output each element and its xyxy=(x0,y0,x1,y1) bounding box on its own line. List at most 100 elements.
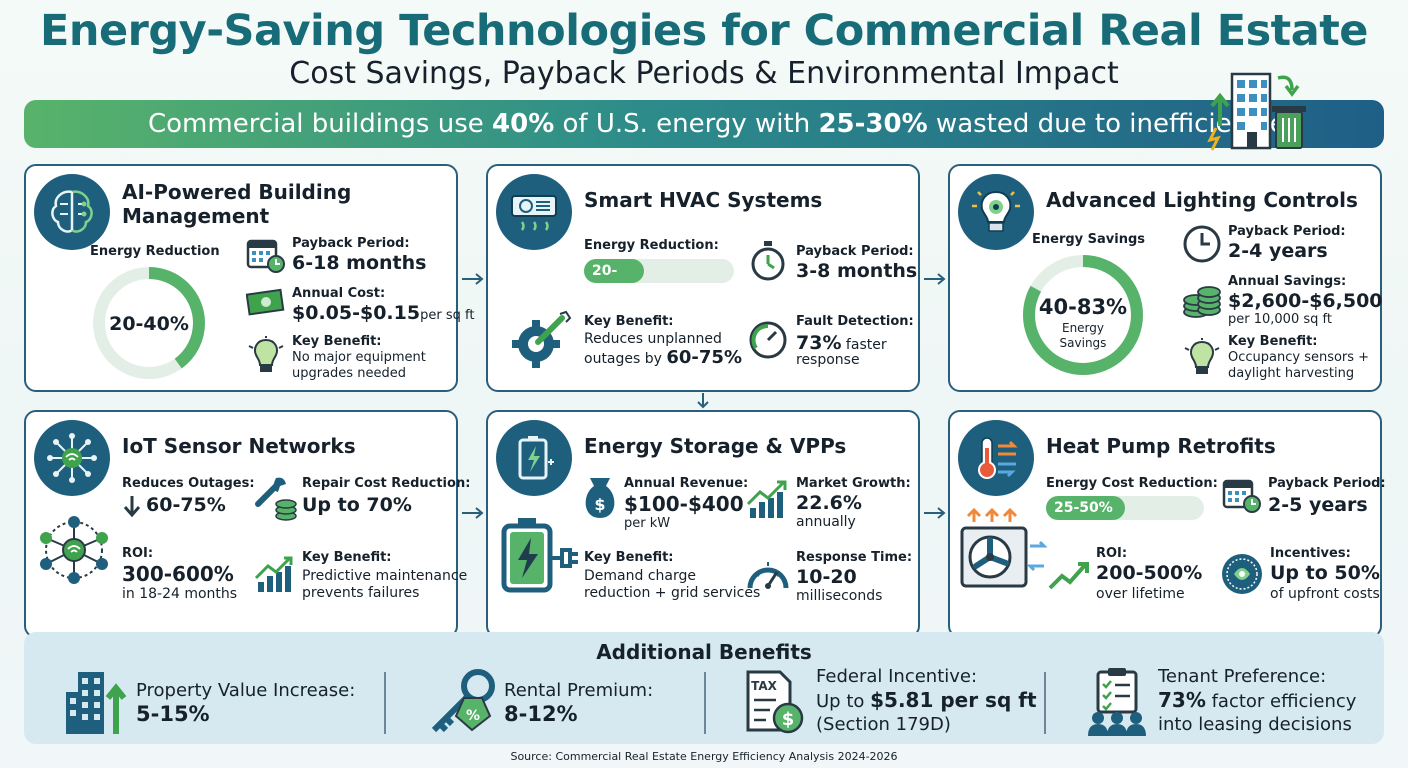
federal-label: Federal Incentive: xyxy=(816,666,978,687)
payback-label: Payback Period: xyxy=(292,236,410,251)
battery-plug-icon xyxy=(501,518,578,593)
incentive-sub: of upfront costs xyxy=(1270,586,1380,602)
card-title: Smart HVAC Systems xyxy=(584,188,823,212)
payback-value: 2-5 years xyxy=(1268,494,1368,516)
flow-arrow-right xyxy=(462,273,484,285)
benefit-label: Key Benefit: xyxy=(1228,334,1318,349)
svg-text:%: % xyxy=(466,708,480,724)
roi-sub: over lifetime xyxy=(1096,586,1185,602)
sensor-network-icon xyxy=(40,516,108,584)
cost-value: $0.05-$0.15per sq ft xyxy=(292,302,475,324)
card-title: Energy Storage & VPPs xyxy=(584,434,847,458)
svg-text:$: $ xyxy=(594,495,605,514)
savings-value: $2,600-$6,500 xyxy=(1228,290,1383,312)
thermometer-airflow-icon xyxy=(958,420,1034,496)
property-label: Property Value Increase: xyxy=(136,680,356,701)
revenue-label: Annual Revenue: xyxy=(624,476,749,491)
payback-value: 6-18 months xyxy=(292,252,427,274)
cost-label: Annual Cost: xyxy=(292,286,386,301)
fault-text: response xyxy=(796,352,860,368)
battery-charging-icon xyxy=(496,420,572,496)
ring-sub2: Savings xyxy=(1060,336,1107,350)
property-value: 5-15% xyxy=(136,702,210,726)
reduction-bar-fill: 20-40% xyxy=(584,259,644,303)
roi-label: ROI: xyxy=(122,546,154,561)
card-ai-building-management: AI-Powered Building Management Energy Re… xyxy=(24,164,474,392)
energy-savings-ring: 40-83% Energy Savings xyxy=(1023,255,1143,375)
ring-label: Energy Savings xyxy=(1032,232,1146,247)
headline-banner: Commercial buildings use 40% of U.S. ene… xyxy=(24,100,1384,148)
card-energy-storage: Energy Storage & VPPs $ Annual Revenue: … xyxy=(486,410,920,638)
coin-stack-icon xyxy=(1183,286,1221,318)
benefit-label: Key Benefit: xyxy=(584,314,674,329)
flow-arrow-down xyxy=(697,393,709,409)
incentive-label: Incentives: xyxy=(1270,546,1351,561)
card-title: AI-Powered Building Management xyxy=(122,180,352,228)
growth-unit: annually xyxy=(796,514,856,530)
benefit-line2: outages by 60-75% xyxy=(584,347,742,368)
page-subtitle: Cost Savings, Payback Periods & Environm… xyxy=(289,56,1119,91)
card-title: IoT Sensor Networks xyxy=(122,434,356,458)
smart-bulb-icon xyxy=(958,174,1034,250)
payback-value: 3-8 months xyxy=(796,260,918,282)
reduction-label: Energy Cost Reduction: xyxy=(1046,476,1218,491)
benefit-line1: Reduces unplanned xyxy=(584,331,722,347)
speedometer-icon xyxy=(747,562,789,589)
page-title: Energy-Saving Technologies for Commercia… xyxy=(40,6,1368,56)
lightbulb-icon xyxy=(1184,338,1220,374)
energy-seal-icon xyxy=(1222,554,1262,594)
benefit-label: Key Benefit: xyxy=(302,550,392,565)
benefits-title: Additional Benefits xyxy=(596,640,812,664)
air-conditioner-icon xyxy=(496,174,572,250)
growth-value: 22.6% xyxy=(796,492,862,514)
benefit-label: Key Benefit: xyxy=(292,334,382,349)
gauge-icon xyxy=(749,321,787,359)
network-hub-icon xyxy=(34,420,110,496)
federal-value: Up to $5.81 per sq ft xyxy=(816,688,1037,713)
benefit-line1: No major equipment xyxy=(292,350,426,365)
fault-value: 73% faster xyxy=(796,332,887,354)
tenant-value: 73% factor efficiency xyxy=(1158,688,1357,713)
building-value-icon xyxy=(66,672,127,734)
wrench-coins-icon xyxy=(255,477,297,521)
clock-icon xyxy=(1183,225,1221,263)
card-smart-hvac: Smart HVAC Systems Energy Reduction: 20-… xyxy=(486,164,920,392)
roi-sub: in 18-24 months xyxy=(122,586,238,602)
cash-icon xyxy=(246,288,285,316)
down-arrow-icon xyxy=(123,496,141,518)
money-bag-icon: $ xyxy=(585,478,615,518)
ring-label: Energy Reduction xyxy=(90,244,220,259)
tenant-text: into leasing decisions xyxy=(1158,714,1352,735)
reduction-bar: 25-50% xyxy=(1046,496,1204,520)
ring-value: 40-83% xyxy=(1039,295,1127,319)
benefit-line2: upgrades needed xyxy=(292,366,406,381)
svg-text:$: $ xyxy=(782,709,795,730)
card-iot-sensors: IoT Sensor Networks Reduces Outages: 60-… xyxy=(24,410,470,638)
savings-label: Annual Savings: xyxy=(1228,274,1347,289)
flow-arrow-right xyxy=(924,507,946,519)
repair-label: Repair Cost Reduction: xyxy=(302,476,471,491)
card-heat-pump: Heat Pump Retrofits Energy Cost Reductio… xyxy=(948,410,1386,638)
payback-label: Payback Period: xyxy=(1268,476,1386,491)
card-title: Advanced Lighting Controls xyxy=(1046,188,1358,212)
benefit-line1: Demand charge xyxy=(584,568,696,584)
response-unit: milliseconds xyxy=(796,588,883,604)
benefit-line1: Predictive maintenance xyxy=(302,568,468,584)
payback-label: Payback Period: xyxy=(1228,224,1346,239)
key-percent-icon: % xyxy=(431,669,495,733)
heat-pump-unit-icon xyxy=(960,508,1048,588)
tax-document-icon: TAX $ xyxy=(746,670,804,734)
revenue-value: $100-$400 xyxy=(624,492,744,516)
card-advanced-lighting: Advanced Lighting Controls Energy Saving… xyxy=(948,164,1383,392)
federal-sub: (Section 179D) xyxy=(816,714,951,735)
flow-arrow-right xyxy=(924,273,946,285)
response-value: 10-20 xyxy=(796,566,857,588)
benefit-divider xyxy=(704,672,706,734)
benefit-line2: daylight harvesting xyxy=(1228,366,1355,381)
benefit-label: Key Benefit: xyxy=(584,550,674,565)
rental-value: 8-12% xyxy=(504,702,578,726)
roi-label: ROI: xyxy=(1096,546,1128,561)
calendar-clock-icon xyxy=(1222,479,1261,513)
benefit-line2: reduction + grid services xyxy=(584,585,761,601)
growth-chart-icon xyxy=(746,480,787,518)
